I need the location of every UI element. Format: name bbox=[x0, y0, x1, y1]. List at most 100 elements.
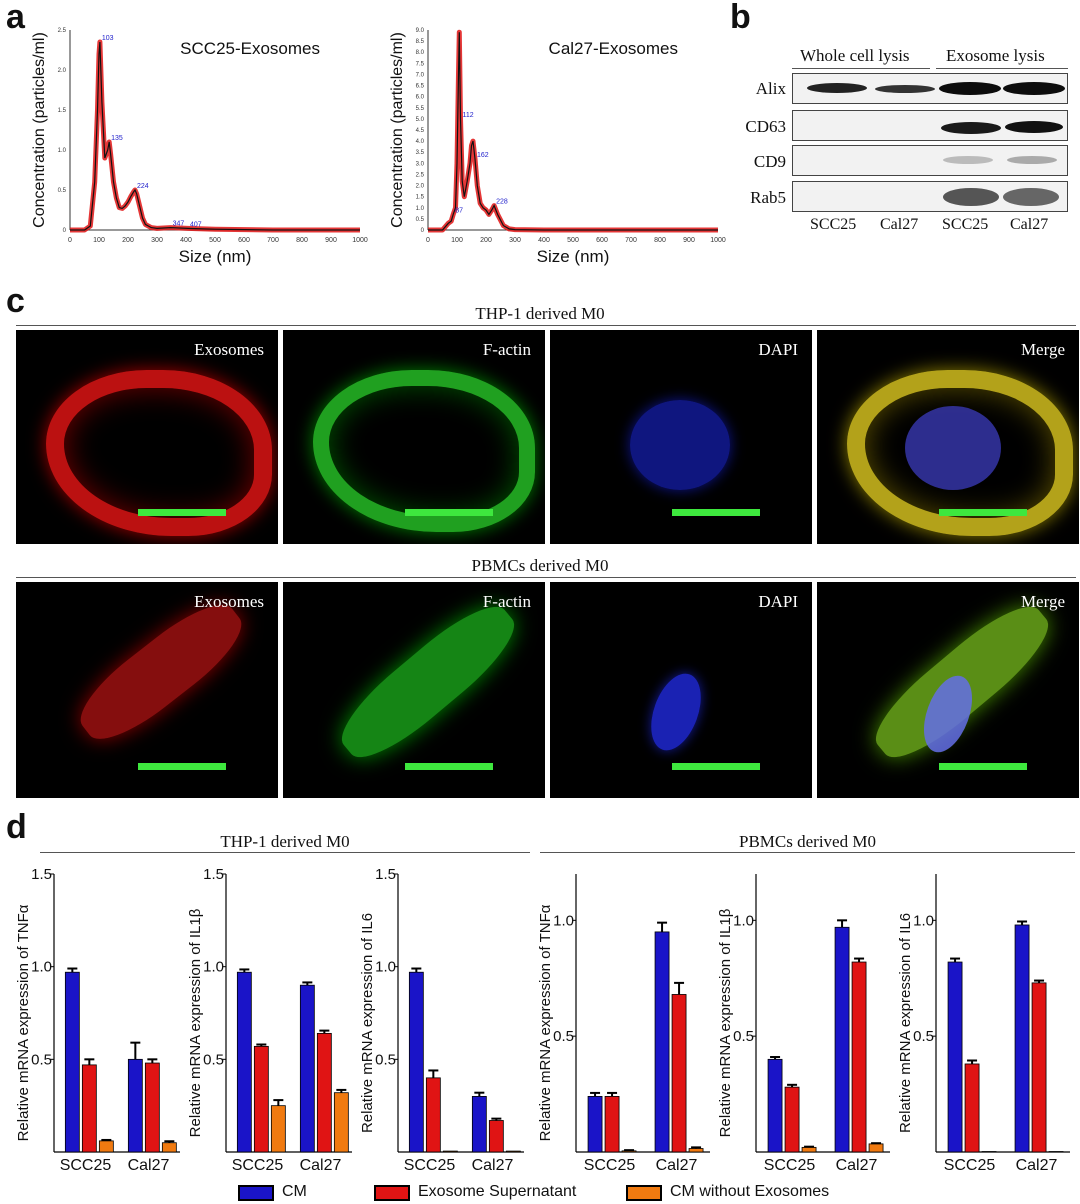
wb-band bbox=[1003, 82, 1065, 95]
bar bbox=[316, 1032, 332, 1153]
wb-band bbox=[939, 82, 1001, 95]
y-tick-label: 0.5 bbox=[733, 1028, 754, 1045]
peak-label: 103 bbox=[102, 35, 114, 42]
x-tick-label: 100 bbox=[451, 237, 463, 244]
y-tick-label: 0.5 bbox=[375, 1051, 396, 1068]
scale-bar bbox=[672, 509, 760, 516]
bar-group-right-line bbox=[540, 852, 1075, 853]
x-tick-label: 600 bbox=[596, 237, 608, 244]
x-tick-label: 1000 bbox=[352, 237, 368, 244]
channel-label-exosomes: Exosomes bbox=[194, 340, 264, 359]
series-line bbox=[428, 32, 718, 231]
channel-label-merge: Merge bbox=[1020, 340, 1065, 359]
y-tick-label: 5.0 bbox=[416, 117, 425, 123]
y-tick-label: 0.5 bbox=[31, 1051, 52, 1068]
x-tick-label: Cal27 bbox=[472, 1157, 514, 1174]
x-tick-label: 200 bbox=[480, 237, 492, 244]
wb-label-alix: Alix bbox=[755, 79, 786, 98]
bar bbox=[81, 1064, 97, 1153]
wb-group-exosome-line bbox=[936, 68, 1068, 69]
wb-group-whole: Whole cell lysis bbox=[800, 46, 910, 65]
image-thp1-factin: F-actin bbox=[283, 330, 545, 544]
x-tick-label: Cal27 bbox=[836, 1157, 878, 1174]
y-tick-label: 1.5 bbox=[203, 866, 224, 883]
x-tick-label: 1000 bbox=[710, 237, 726, 244]
y-axis-title: Relative mRNA expression of IL6 bbox=[359, 913, 376, 1133]
scale-bar bbox=[939, 763, 1027, 770]
y-tick-label: 6.0 bbox=[416, 95, 425, 101]
peak-label: 407 bbox=[190, 221, 202, 228]
y-tick-label: 2.0 bbox=[58, 68, 67, 74]
bar bbox=[161, 1142, 177, 1153]
y-tick-label: 1.5 bbox=[31, 866, 52, 883]
x-tick-label: 0 bbox=[68, 237, 72, 244]
legend-label-supernatant: Exosome Supernatant bbox=[418, 1183, 577, 1200]
bar bbox=[671, 994, 687, 1153]
y-tick-label: 1.0 bbox=[416, 206, 425, 212]
y-tick-label: 0.5 bbox=[416, 217, 425, 223]
nucleus-signal bbox=[905, 406, 1001, 490]
y-tick-label: 8.5 bbox=[416, 39, 425, 45]
x-tick-label: Cal27 bbox=[128, 1157, 170, 1174]
y-tick-label: 0.5 bbox=[553, 1028, 574, 1045]
x-tick-label: 500 bbox=[209, 237, 221, 244]
bar bbox=[425, 1077, 441, 1153]
y-tick-label: 1.0 bbox=[58, 148, 67, 154]
bar bbox=[144, 1062, 160, 1153]
scale-bar bbox=[939, 509, 1027, 516]
microscopy-row2-line bbox=[16, 577, 1076, 578]
y-axis-title: Relative mRNA expression of IL1β bbox=[717, 908, 734, 1137]
y-tick-label: 0 bbox=[421, 228, 425, 234]
y-tick-label: 0 bbox=[63, 228, 67, 234]
bar-chart-thp1-il6: 0.5 1.0 1.5 SCC25 Cal27 Relative mRNA express… bbox=[359, 866, 524, 1174]
legend-label-no-exo: CM without Exosomes bbox=[670, 1183, 830, 1200]
y-axis-title: Relative mRNA expression of TNFα bbox=[537, 904, 554, 1141]
bar bbox=[442, 1150, 458, 1153]
x-tick-label: SCC25 bbox=[232, 1157, 284, 1174]
y-tick-label: 7.0 bbox=[416, 72, 425, 78]
x-tick-label: Cal27 bbox=[1016, 1157, 1058, 1174]
y-axis-title: Concentration (particles/ml) bbox=[389, 32, 406, 228]
chart-title: Cal27-Exosomes bbox=[549, 39, 678, 58]
x-tick-label: 400 bbox=[180, 237, 192, 244]
y-tick-label: 3.0 bbox=[416, 161, 425, 167]
wb-lane-2: Cal27 bbox=[880, 216, 919, 233]
chart-title: SCC25-Exosomes bbox=[180, 39, 320, 58]
channel-label-merge: Merge bbox=[1020, 592, 1065, 611]
bar bbox=[784, 1086, 800, 1153]
peak-label: 87 bbox=[455, 207, 463, 214]
cell-signal bbox=[67, 589, 255, 755]
wb-band bbox=[1007, 156, 1057, 164]
image-thp1-merge: Merge bbox=[817, 330, 1079, 544]
y-tick-label: 4.5 bbox=[416, 128, 425, 134]
y-tick-label: 1.5 bbox=[375, 866, 396, 883]
x-tick-label: SCC25 bbox=[764, 1157, 816, 1174]
wb-row-alix bbox=[792, 73, 1068, 104]
x-tick-label: 200 bbox=[122, 237, 134, 244]
bar bbox=[964, 1063, 980, 1153]
legend-swatch-no-exo bbox=[626, 1185, 662, 1201]
y-tick-label: 5.5 bbox=[416, 106, 425, 112]
y-axis-title: Relative mRNA expression of IL1β bbox=[187, 908, 204, 1137]
y-tick-label: 0.5 bbox=[913, 1028, 934, 1045]
nucleus-signal bbox=[641, 666, 711, 758]
bar-group-left-line bbox=[40, 852, 530, 853]
x-tick-label: 500 bbox=[567, 237, 579, 244]
wb-band bbox=[943, 156, 993, 164]
y-tick-label: 2.5 bbox=[416, 172, 425, 178]
wb-label-rab5: Rab5 bbox=[750, 188, 786, 207]
image-thp1-exosomes: Exosomes bbox=[16, 330, 278, 544]
bar bbox=[505, 1150, 521, 1153]
bar bbox=[64, 971, 80, 1153]
microscopy-row1-line bbox=[16, 325, 1076, 326]
bar bbox=[1031, 982, 1047, 1153]
panel-label-c: c bbox=[6, 282, 25, 320]
x-tick-label: SCC25 bbox=[404, 1157, 456, 1174]
x-tick-label: Cal27 bbox=[656, 1157, 698, 1174]
image-pbmc-exosomes: Exosomes bbox=[16, 582, 278, 798]
legend-swatch-cm bbox=[238, 1185, 274, 1201]
bar bbox=[868, 1143, 884, 1153]
bar bbox=[127, 1058, 143, 1153]
x-tick-label: SCC25 bbox=[584, 1157, 636, 1174]
wb-label-cd9: CD9 bbox=[753, 152, 786, 171]
